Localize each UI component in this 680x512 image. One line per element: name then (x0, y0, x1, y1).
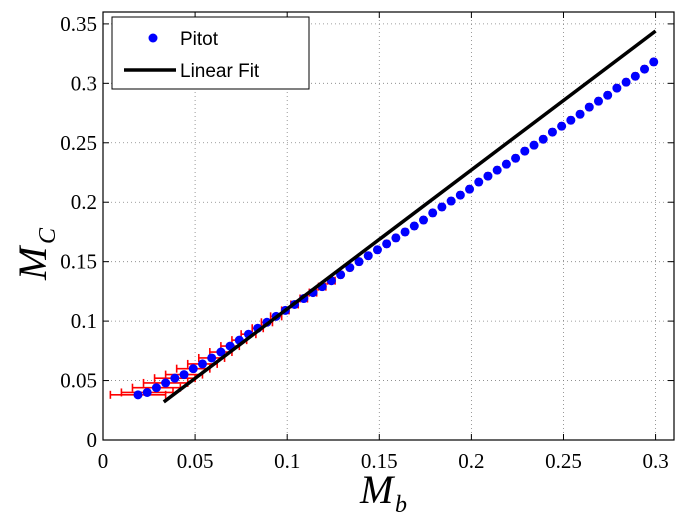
pitot-point (391, 233, 401, 243)
x-tick-label: 0.25 (545, 449, 582, 473)
pitot-point (621, 77, 631, 87)
pitot-point (547, 127, 557, 137)
y-tick-label: 0.35 (60, 12, 97, 36)
pitot-point (446, 196, 456, 206)
y-tick-label: 0.15 (60, 250, 97, 274)
y-axis-ticks: 0 0.05 0.1 0.15 0.2 0.25 0.3 0.35 (60, 12, 674, 452)
x-tick-label: 0.15 (361, 449, 398, 473)
linear-fit-line (162, 29, 657, 404)
x-tick-label: 0 (98, 449, 109, 473)
x-axis-label-sub: b (395, 492, 407, 512)
pitot-point (382, 239, 392, 249)
pitot-point (170, 373, 180, 383)
y-tick-label: 0 (87, 428, 98, 452)
y-axis-label-sub: C (35, 227, 61, 244)
pitot-point (428, 208, 438, 218)
legend: Pitot Linear Fit (111, 16, 310, 90)
pitot-point (557, 121, 567, 131)
pitot-point (409, 221, 419, 231)
pitot-point (455, 190, 465, 200)
pitot-point (630, 71, 640, 81)
pitot-point (161, 378, 171, 388)
pitot-point (216, 347, 226, 357)
pitot-point (520, 146, 530, 156)
pitot-point (400, 227, 410, 237)
pitot-point (593, 96, 603, 106)
pitot-point (133, 390, 143, 400)
legend-box (111, 16, 310, 90)
pitot-point (142, 387, 152, 397)
legend-label-pitot: Pitot (180, 29, 219, 50)
pitot-point (603, 90, 613, 100)
plot-frame (102, 11, 675, 441)
pitot-point (197, 359, 207, 369)
pitot-point (418, 215, 428, 225)
x-tick-label: 0.3 (642, 449, 668, 473)
pitot-point (584, 102, 594, 112)
y-axis-label-base: M (10, 244, 55, 281)
pitot-point (649, 57, 659, 67)
linear-fit-series (162, 29, 657, 404)
pitot-point (566, 115, 576, 125)
pitot-point (207, 353, 217, 363)
y-axis-label: M C (10, 227, 61, 281)
pitot-point (492, 165, 502, 175)
x-axis-label: M b (359, 467, 407, 512)
y-tick-label: 0.3 (71, 71, 97, 95)
pitot-point (474, 177, 484, 187)
x-axis-label-base: M (359, 467, 396, 512)
pitot-point (612, 83, 622, 93)
pitot-point (354, 257, 364, 267)
x-tick-label: 0.2 (458, 449, 484, 473)
pitot-point (575, 109, 585, 119)
pitot-point (483, 171, 493, 181)
pitot-point (372, 245, 382, 255)
pitot-point (179, 370, 189, 380)
pitot-point (188, 364, 198, 374)
pitot-point (529, 140, 539, 150)
x-axis-ticks: 0 0.05 0.1 0.15 0.2 0.25 0.3 (98, 12, 669, 473)
x-tick-label: 0.05 (177, 449, 214, 473)
pitot-point (501, 159, 511, 169)
y-tick-label: 0.1 (71, 309, 97, 333)
legend-label-linear-fit: Linear Fit (180, 61, 260, 82)
pitot-point (640, 64, 650, 74)
pitot-point (437, 202, 447, 212)
pitot-point (538, 134, 548, 144)
x-tick-label: 0.1 (274, 449, 300, 473)
pitot-point (151, 383, 161, 393)
pitot-point (336, 270, 346, 280)
legend-marker-pitot (148, 33, 158, 43)
pitot-point (465, 184, 475, 194)
y-tick-label: 0.25 (60, 131, 97, 155)
y-tick-label: 0.2 (71, 190, 97, 214)
y-tick-label: 0.05 (60, 369, 97, 393)
pitot-point (511, 153, 521, 163)
pitot-point (363, 251, 373, 261)
